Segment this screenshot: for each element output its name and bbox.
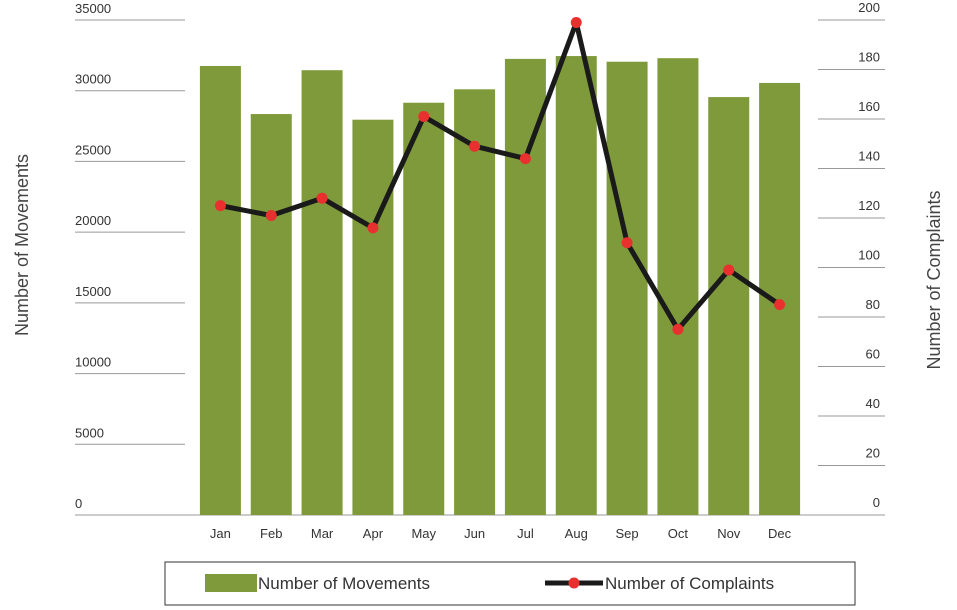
bar — [555, 56, 597, 516]
y-axis-label: Number of Movements — [12, 154, 32, 336]
x-tick-label: Nov — [717, 526, 741, 541]
y-tick-label: 25000 — [75, 142, 111, 157]
x-tick-label: Apr — [363, 526, 384, 541]
line-marker — [265, 210, 277, 222]
line-marker — [672, 323, 684, 335]
bar — [454, 89, 496, 516]
y-tick-label: 20000 — [75, 213, 111, 228]
line-marker — [723, 264, 735, 276]
y2-tick-label: 160 — [858, 99, 880, 114]
bar — [199, 65, 241, 515]
legend-swatch — [205, 574, 257, 592]
legend-label: Number of Complaints — [605, 574, 774, 593]
bar — [708, 97, 750, 515]
y-tick-label: 35000 — [75, 1, 111, 16]
line-marker — [519, 153, 531, 165]
bar — [606, 61, 648, 515]
line — [219, 19, 781, 332]
line-marker — [621, 237, 633, 249]
y-tick-label: 30000 — [75, 72, 111, 87]
y2-tick-label: 200 — [858, 0, 880, 15]
line-marker — [774, 299, 786, 311]
y2-tick-label: 80 — [866, 297, 880, 312]
line-marker — [214, 200, 226, 212]
y2-tick-label: 180 — [858, 50, 880, 65]
bar — [301, 70, 343, 515]
bar — [352, 119, 394, 515]
line-marker — [367, 222, 379, 234]
legend-box — [164, 561, 856, 606]
y2-tick-label: 100 — [858, 248, 880, 263]
x-tick-label: Jun — [464, 526, 485, 541]
bar — [250, 114, 292, 516]
line-marker — [570, 16, 582, 28]
line-marker — [469, 140, 481, 152]
bar — [403, 102, 445, 515]
legend-label: Number of Movements — [258, 574, 430, 593]
y2-axis-label: Number of Complaints — [924, 190, 944, 369]
line-marker — [316, 192, 328, 204]
bar — [657, 58, 699, 515]
bar — [759, 82, 801, 515]
x-tick-label: Aug — [565, 526, 588, 541]
y2-tick-label: 20 — [866, 446, 880, 461]
bar — [504, 58, 546, 516]
y2-tick-label: 60 — [866, 347, 880, 362]
x-tick-label: Dec — [768, 526, 792, 541]
y-tick-label: 10000 — [75, 355, 111, 370]
x-tick-label: May — [411, 526, 436, 541]
x-tick-label: Jan — [210, 526, 231, 541]
line-marker — [418, 111, 430, 123]
y2-tick-label: 140 — [858, 149, 880, 164]
y-tick-label: 15000 — [75, 284, 111, 299]
x-tick-label: Oct — [668, 526, 689, 541]
x-tick-label: Sep — [616, 526, 639, 541]
legend-marker — [568, 577, 580, 589]
y-tick-label: 5000 — [75, 425, 104, 440]
y2-tick-label: 0 — [873, 495, 880, 510]
y2-tick-label: 40 — [866, 396, 880, 411]
y2-tick-label: 120 — [858, 198, 880, 213]
x-tick-label: Mar — [311, 526, 334, 541]
y-tick-label: 0 — [75, 496, 82, 511]
x-tick-label: Jul — [517, 526, 534, 541]
x-tick-label: Feb — [260, 526, 282, 541]
